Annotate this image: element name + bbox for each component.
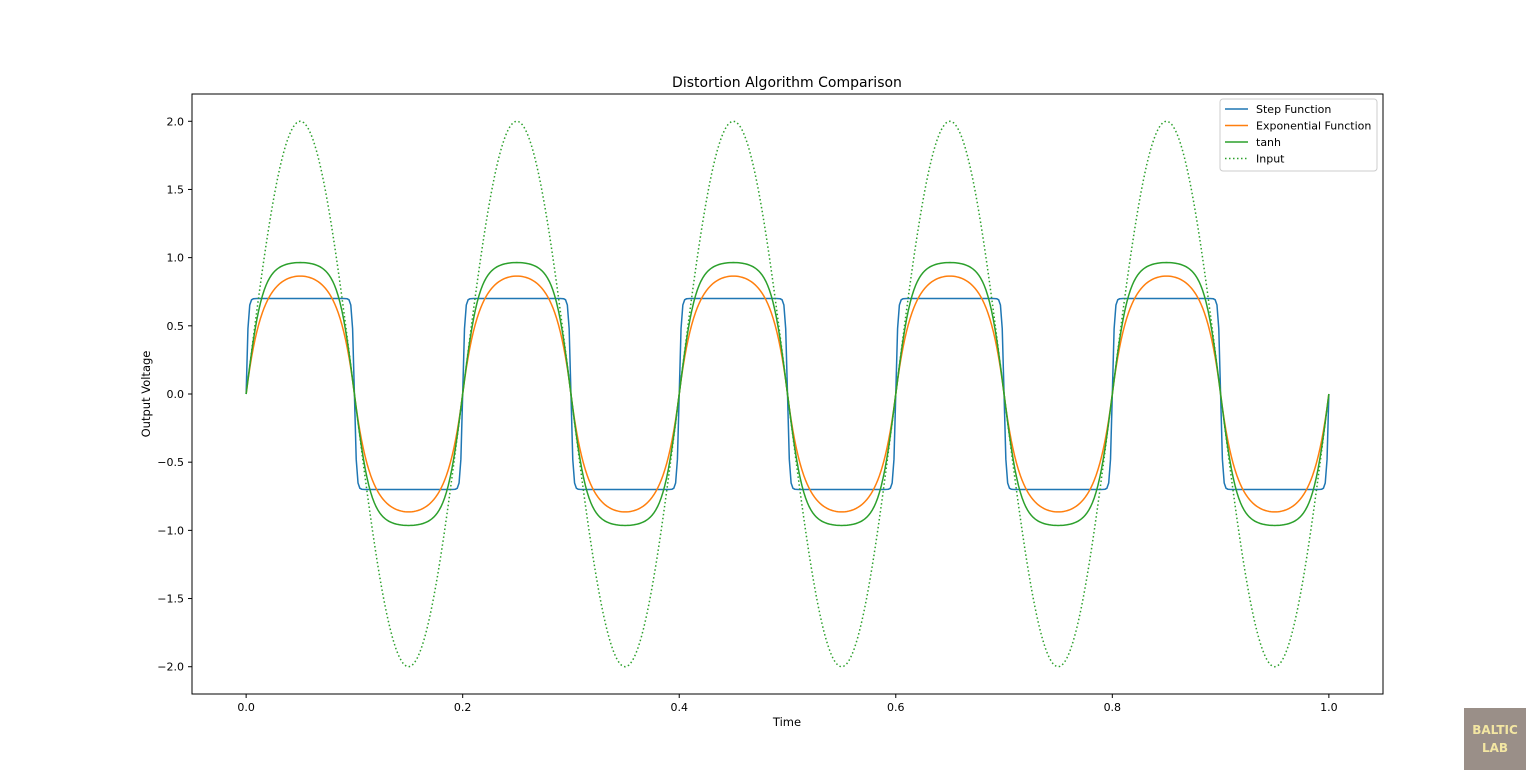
x-tick-label: 0.4 <box>670 701 688 714</box>
y-tick-label: −1.0 <box>157 524 184 537</box>
x-axis-ticks: 0.0 0.2 0.4 0.6 0.8 1.0 <box>237 694 1338 714</box>
x-tick-label: 0.8 <box>1104 701 1122 714</box>
legend-label: Exponential Function <box>1256 120 1371 133</box>
baltic-lab-watermark: BALTIC LAB <box>1464 708 1526 770</box>
y-axis-label: Output Voltage <box>139 351 153 438</box>
y-axis-ticks: 2.0 1.5 1.0 0.5 0.0 −0.5 −1.0 −1.5 −2.0 <box>157 115 192 674</box>
x-tick-label: 1.0 <box>1320 701 1338 714</box>
series-line-input <box>245 120 1330 668</box>
x-tick-label: 0.6 <box>887 701 905 714</box>
legend-label: tanh <box>1256 136 1281 149</box>
series-layer <box>245 120 1330 668</box>
chart-title: Distortion Algorithm Comparison <box>672 75 902 91</box>
y-tick-label: −1.5 <box>157 593 184 606</box>
watermark-line1: BALTIC <box>1472 723 1518 737</box>
y-tick-label: 0.0 <box>167 388 185 401</box>
watermark-line2: LAB <box>1481 741 1509 755</box>
y-tick-label: 2.0 <box>167 115 185 128</box>
y-tick-label: −2.0 <box>157 661 184 674</box>
x-tick-label: 0.0 <box>237 701 255 714</box>
y-tick-label: 1.0 <box>167 252 185 265</box>
legend-label: Input <box>1256 153 1285 166</box>
y-tick-label: 1.5 <box>167 183 185 196</box>
legend: Step Function Exponential Function tanh Inp… <box>1219 98 1378 172</box>
legend-label: Step Function <box>1256 103 1331 116</box>
y-tick-label: −0.5 <box>157 456 184 469</box>
legend-box <box>1219 98 1378 172</box>
y-tick-label: 0.5 <box>167 320 185 333</box>
x-axis-label: Time <box>772 715 801 729</box>
x-tick-label: 0.2 <box>454 701 472 714</box>
